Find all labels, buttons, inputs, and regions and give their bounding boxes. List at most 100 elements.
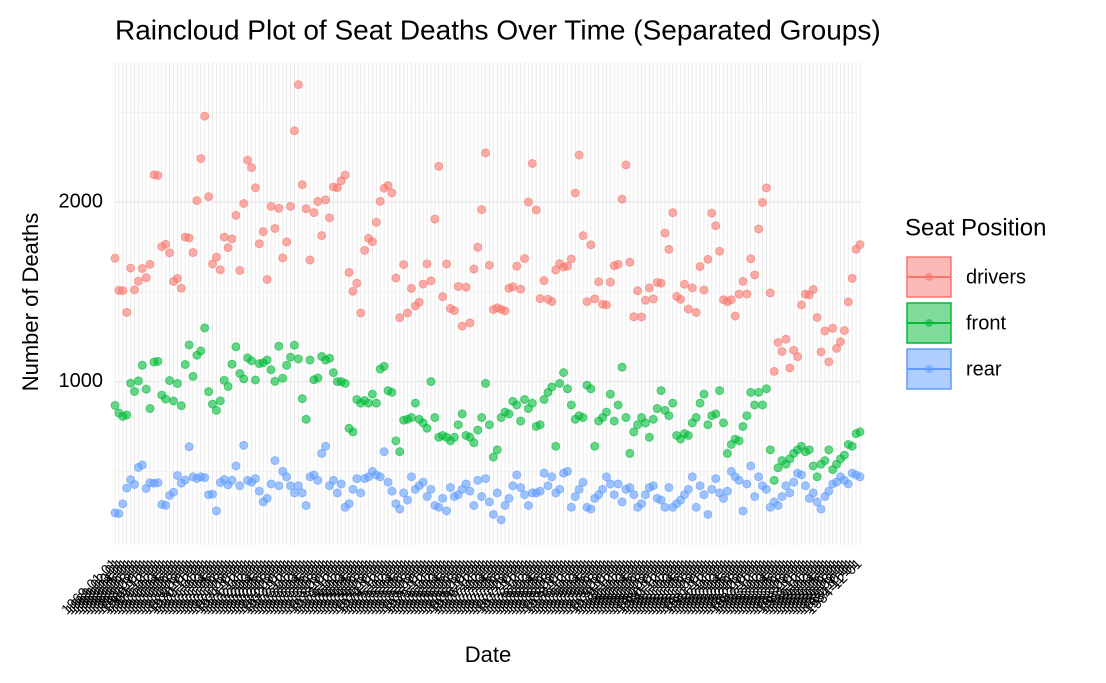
point xyxy=(211,506,221,516)
point xyxy=(305,255,315,265)
point xyxy=(274,481,284,491)
point xyxy=(180,360,190,370)
point xyxy=(488,509,498,519)
point xyxy=(422,259,432,269)
point xyxy=(520,254,530,264)
point xyxy=(609,490,619,500)
point xyxy=(399,488,409,498)
point xyxy=(286,201,296,211)
point xyxy=(465,486,475,496)
point xyxy=(301,500,311,510)
point xyxy=(683,304,693,314)
point xyxy=(453,281,463,291)
point xyxy=(512,400,522,410)
point xyxy=(633,420,643,430)
point xyxy=(796,470,806,480)
y-axis-title: Number of Deaths xyxy=(18,213,43,392)
point xyxy=(114,509,124,519)
point xyxy=(722,448,732,458)
point xyxy=(691,413,701,423)
point xyxy=(133,276,143,286)
point xyxy=(750,270,760,280)
point xyxy=(617,497,627,507)
point xyxy=(442,259,452,269)
point xyxy=(843,479,853,489)
point xyxy=(789,345,799,355)
point xyxy=(122,483,132,493)
point xyxy=(816,504,826,514)
point xyxy=(757,197,767,207)
point xyxy=(172,378,182,388)
point xyxy=(434,161,444,171)
point xyxy=(512,261,522,271)
point xyxy=(379,447,389,457)
point xyxy=(231,461,241,471)
point xyxy=(457,409,467,419)
point xyxy=(172,273,182,283)
point xyxy=(110,253,120,263)
point xyxy=(239,440,249,450)
point xyxy=(707,484,717,494)
point xyxy=(750,492,760,502)
point xyxy=(574,484,584,494)
point xyxy=(243,155,253,165)
point xyxy=(594,277,604,287)
point xyxy=(266,479,276,489)
point xyxy=(266,201,276,211)
point xyxy=(403,495,413,505)
point xyxy=(574,150,584,160)
point xyxy=(473,425,483,435)
point xyxy=(141,384,151,394)
point xyxy=(293,481,303,491)
point xyxy=(695,481,705,491)
point xyxy=(590,441,600,451)
point xyxy=(535,294,545,304)
point xyxy=(773,500,783,510)
point xyxy=(738,421,748,431)
point xyxy=(531,205,541,215)
point xyxy=(200,473,210,483)
point xyxy=(543,481,553,491)
point xyxy=(785,488,795,498)
point xyxy=(726,295,736,305)
point xyxy=(668,208,678,218)
point xyxy=(356,488,366,498)
point xyxy=(317,231,327,241)
point xyxy=(629,427,639,437)
point xyxy=(235,265,245,275)
point xyxy=(613,259,623,269)
point xyxy=(648,414,658,424)
point xyxy=(204,192,214,202)
point xyxy=(500,306,510,316)
legend-key-point xyxy=(925,273,933,281)
point xyxy=(340,170,350,180)
point xyxy=(215,265,225,275)
point xyxy=(477,492,487,502)
point xyxy=(562,466,572,476)
point xyxy=(621,160,631,170)
point xyxy=(211,405,221,415)
point xyxy=(582,297,592,307)
point xyxy=(247,163,257,173)
point xyxy=(336,479,346,489)
point xyxy=(742,479,752,489)
point xyxy=(133,376,143,386)
point xyxy=(820,456,830,466)
point xyxy=(746,387,756,397)
point xyxy=(223,243,233,253)
point xyxy=(410,398,420,408)
point xyxy=(328,475,338,485)
point xyxy=(586,240,596,250)
point xyxy=(176,283,186,293)
point xyxy=(535,486,545,496)
point xyxy=(481,378,491,388)
point xyxy=(683,484,693,494)
point xyxy=(496,515,506,525)
point xyxy=(527,158,537,168)
point xyxy=(367,237,377,247)
point xyxy=(211,252,221,262)
point xyxy=(715,386,725,396)
point xyxy=(153,356,163,366)
point xyxy=(734,436,744,446)
point xyxy=(586,384,596,394)
